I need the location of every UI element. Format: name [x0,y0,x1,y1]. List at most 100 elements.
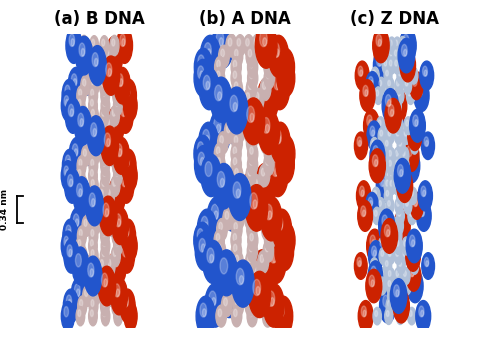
Circle shape [105,133,110,147]
Circle shape [394,159,411,193]
Circle shape [385,285,391,297]
Circle shape [230,95,238,112]
Circle shape [395,198,403,214]
Circle shape [266,158,270,165]
Circle shape [394,286,403,306]
Circle shape [85,203,91,217]
Circle shape [103,269,106,276]
Circle shape [114,285,124,307]
Circle shape [122,79,136,112]
Circle shape [91,286,100,306]
Circle shape [393,220,396,226]
Circle shape [244,208,255,230]
Circle shape [221,261,232,285]
Circle shape [360,70,363,76]
Circle shape [274,77,285,100]
Circle shape [128,240,131,246]
Circle shape [105,186,114,206]
Circle shape [381,165,387,177]
Circle shape [393,110,395,116]
Circle shape [83,79,86,86]
Circle shape [236,189,241,198]
Circle shape [261,85,269,101]
Circle shape [82,63,89,77]
Circle shape [393,110,396,116]
Circle shape [360,186,364,197]
Circle shape [96,196,105,216]
Circle shape [382,166,391,186]
Circle shape [64,166,69,176]
Circle shape [380,157,389,175]
Circle shape [68,105,78,126]
Circle shape [63,236,72,256]
Circle shape [106,119,109,126]
Circle shape [120,79,123,86]
Circle shape [403,277,411,295]
Circle shape [238,266,242,273]
Circle shape [200,35,220,77]
Circle shape [113,179,116,186]
Circle shape [233,110,244,133]
Circle shape [67,159,70,166]
Circle shape [370,235,376,247]
Circle shape [396,250,399,257]
Circle shape [210,254,213,263]
Circle shape [404,140,419,171]
Circle shape [195,232,214,271]
Circle shape [384,225,390,237]
Circle shape [235,298,239,306]
Circle shape [223,265,227,273]
Circle shape [248,168,252,176]
Circle shape [388,271,391,276]
Circle shape [421,187,429,205]
Circle shape [203,131,214,154]
Circle shape [70,179,73,186]
Circle shape [370,140,385,171]
Circle shape [91,179,94,186]
Circle shape [404,130,407,136]
Circle shape [398,300,402,307]
Circle shape [64,96,73,116]
Circle shape [412,130,415,136]
Circle shape [379,175,385,187]
Circle shape [91,240,93,246]
Circle shape [89,296,98,316]
Circle shape [410,126,415,137]
Circle shape [121,175,131,196]
Circle shape [243,262,253,284]
Circle shape [92,79,95,86]
Circle shape [216,305,227,327]
Circle shape [365,90,368,96]
Circle shape [386,311,389,316]
Circle shape [94,139,98,146]
Circle shape [276,145,294,184]
Circle shape [214,85,222,101]
Circle shape [404,270,407,276]
Circle shape [126,166,135,186]
Circle shape [240,114,243,122]
Circle shape [385,140,388,146]
Circle shape [243,35,254,56]
Circle shape [372,187,380,204]
Circle shape [207,196,228,241]
Circle shape [264,92,268,100]
Circle shape [392,167,400,184]
Circle shape [382,37,391,55]
Circle shape [279,222,282,230]
Circle shape [102,39,105,46]
Circle shape [373,70,376,76]
Circle shape [243,175,254,197]
Circle shape [354,132,367,160]
Circle shape [226,87,248,134]
Circle shape [397,67,405,84]
Circle shape [98,280,101,287]
Circle shape [87,116,105,156]
Circle shape [424,137,432,154]
Circle shape [125,85,130,96]
Circle shape [221,168,225,176]
Circle shape [246,165,256,186]
Circle shape [389,40,392,46]
Circle shape [426,261,428,266]
Circle shape [246,98,258,123]
Circle shape [410,190,413,196]
